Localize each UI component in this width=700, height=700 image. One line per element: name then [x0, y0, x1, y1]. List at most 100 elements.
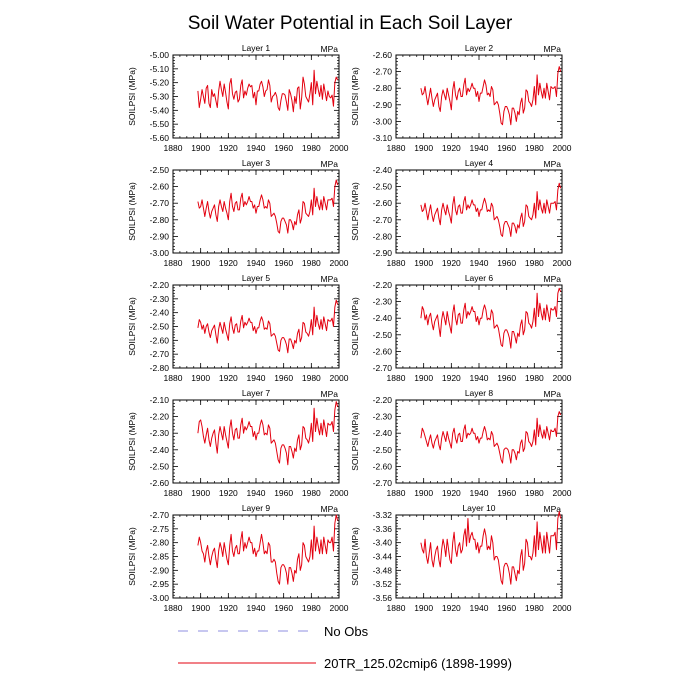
y-tick-label: -2.50 [373, 445, 393, 455]
y-tick-label: -3.52 [373, 579, 393, 589]
x-tick-label: 1880 [164, 258, 183, 268]
plot-frame [395, 54, 563, 139]
y-tick-label: -2.40 [150, 308, 170, 318]
y-tick-label: -2.60 [373, 198, 393, 208]
panel-layer-3: 1880 1900 1920 1940 1960 1980 2000 -3.00 -2.90 -2… [127, 158, 349, 268]
y-tick-label: -2.50 [150, 322, 170, 332]
x-tick-label: 1920 [219, 143, 238, 153]
series-line [420, 287, 562, 349]
y-tick-label: -2.60 [373, 461, 393, 471]
panel-layer-9: 1880 1900 1920 1940 1960 1980 2000 -3.00 -2.95 -2… [127, 503, 349, 613]
y-tick-label: -2.40 [373, 313, 393, 323]
y-axis-label: SOILPSI (MPa) [350, 67, 360, 126]
x-tick-label: 1960 [274, 143, 293, 153]
y-tick-label: -2.80 [373, 83, 393, 93]
panel-units: MPa [544, 504, 562, 514]
panel-units: MPa [544, 389, 562, 399]
x-tick-label: 1920 [219, 258, 238, 268]
panel-units: MPa [321, 274, 339, 284]
panel-layer-2: 1880 1900 1920 1940 1960 1980 2000 -3.10 -3.00 -2… [350, 43, 572, 153]
x-tick-label: 2000 [553, 258, 572, 268]
y-tick-label: -3.36 [373, 524, 393, 534]
y-tick-label: -5.30 [150, 92, 170, 102]
y-tick-label: -3.00 [150, 248, 170, 258]
panel-layer-6: 1880 1900 1920 1940 1960 1980 2000 -2.70 -2.60 -2… [350, 273, 572, 383]
y-axis-label: SOILPSI (MPa) [127, 412, 137, 471]
x-tick-label: 1900 [191, 488, 210, 498]
y-tick-label: -2.30 [150, 294, 170, 304]
y-tick-label: -3.40 [373, 538, 393, 548]
series-line [420, 411, 562, 464]
x-tick-label: 1900 [414, 143, 433, 153]
x-tick-label: 1940 [247, 488, 266, 498]
x-tick-label: 2000 [553, 488, 572, 498]
x-tick-label: 1900 [414, 488, 433, 498]
panel-title: Layer 1 [242, 43, 271, 53]
panel-units: MPa [321, 389, 339, 399]
x-tick-label: 1980 [302, 373, 321, 383]
x-tick-label: 1880 [387, 373, 406, 383]
x-tick-label: 1980 [302, 143, 321, 153]
panel-title: Layer 3 [242, 158, 271, 168]
x-tick-label: 1880 [164, 373, 183, 383]
panel-title: Layer 10 [462, 503, 495, 513]
x-tick-label: 1980 [302, 488, 321, 498]
x-tick-label: 1920 [219, 603, 238, 613]
panel-units: MPa [544, 159, 562, 169]
y-tick-label: -5.20 [150, 78, 170, 88]
x-tick-label: 1980 [525, 603, 544, 613]
y-tick-label: -2.40 [150, 445, 170, 455]
legend-label-model-run: 20TR_125.02cmip6 (1898-1999) [324, 656, 512, 671]
x-tick-label: 2000 [330, 488, 349, 498]
x-tick-label: 1940 [247, 258, 266, 268]
x-tick-label: 1920 [219, 373, 238, 383]
y-tick-label: -2.50 [373, 182, 393, 192]
y-tick-label: -2.90 [150, 231, 170, 241]
y-tick-label: -2.30 [373, 297, 393, 307]
y-tick-label: -2.20 [373, 395, 393, 405]
x-tick-label: 1900 [414, 258, 433, 268]
y-tick-label: -2.10 [150, 395, 170, 405]
panels-grid: 1880 1900 1920 1940 1960 1980 2000 -5.60 -5.50 -5… [127, 43, 572, 613]
legend: No Obs 20TR_125.02cmip6 (1898-1999) [178, 624, 512, 671]
y-tick-label: -2.80 [373, 231, 393, 241]
y-tick-label: -2.60 [373, 50, 393, 60]
y-tick-label: -2.70 [373, 215, 393, 225]
x-tick-label: 1880 [164, 488, 183, 498]
x-tick-label: 2000 [553, 373, 572, 383]
y-tick-label: -2.50 [373, 330, 393, 340]
x-tick-label: 1920 [442, 258, 461, 268]
series-line [197, 69, 339, 113]
x-tick-label: 1980 [525, 258, 544, 268]
y-tick-label: -3.32 [373, 510, 393, 520]
x-tick-label: 1960 [497, 373, 516, 383]
y-tick-label: -2.95 [150, 579, 170, 589]
panel-title: Layer 6 [465, 273, 494, 283]
x-tick-label: 1900 [414, 603, 433, 613]
x-tick-label: 1940 [470, 258, 489, 268]
panel-layer-7: 1880 1900 1920 1940 1960 1980 2000 -2.60 -2.50 -2… [127, 388, 349, 498]
series-line [197, 179, 339, 234]
y-tick-label: -2.80 [150, 363, 170, 373]
y-tick-label: -5.10 [150, 64, 170, 74]
y-axis-label: SOILPSI (MPa) [127, 67, 137, 126]
y-tick-label: -2.80 [150, 538, 170, 548]
y-tick-label: -2.20 [150, 280, 170, 290]
y-tick-label: -2.60 [150, 335, 170, 345]
panel-title: Layer 7 [242, 388, 271, 398]
x-tick-label: 1960 [274, 603, 293, 613]
y-tick-label: -3.48 [373, 565, 393, 575]
y-tick-label: -2.20 [373, 280, 393, 290]
x-tick-label: 1960 [497, 143, 516, 153]
panel-units: MPa [544, 44, 562, 54]
x-tick-label: 1960 [497, 488, 516, 498]
x-tick-label: 1940 [470, 603, 489, 613]
x-tick-label: 1920 [442, 488, 461, 498]
series-line [197, 401, 339, 466]
panel-title: Layer 4 [465, 158, 494, 168]
x-tick-label: 1880 [387, 488, 406, 498]
x-tick-label: 1880 [387, 603, 406, 613]
x-tick-label: 1940 [247, 373, 266, 383]
x-tick-label: 1900 [414, 373, 433, 383]
y-tick-label: -2.70 [150, 349, 170, 359]
